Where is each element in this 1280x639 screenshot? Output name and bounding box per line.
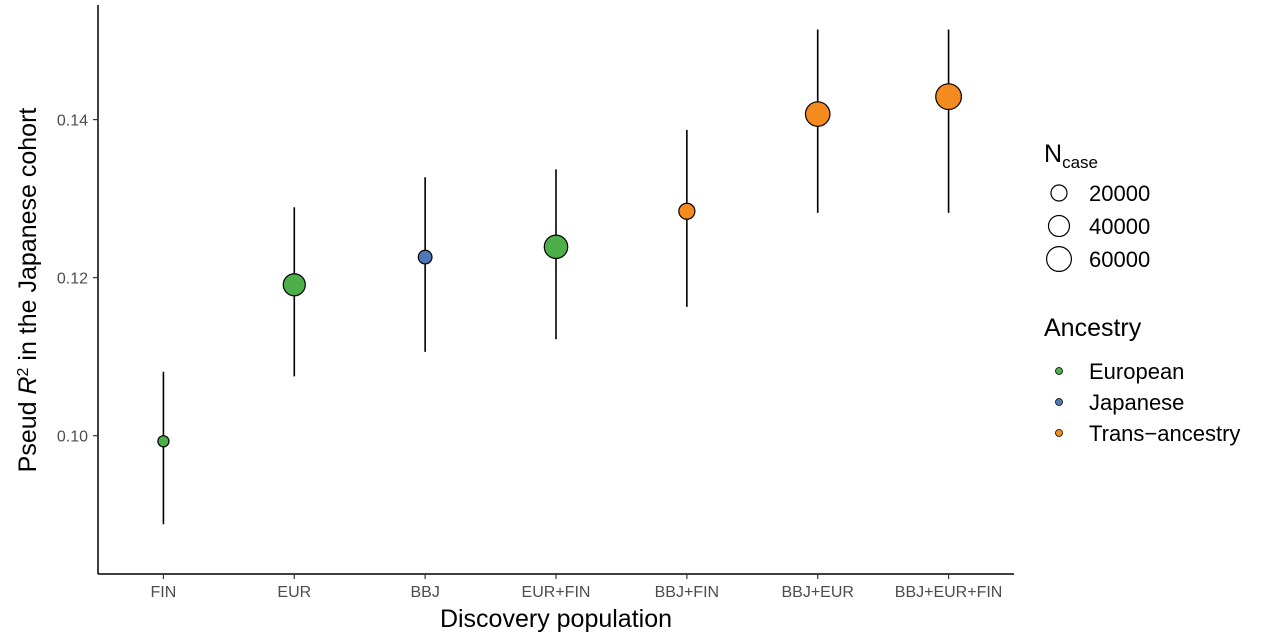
size-legend-key [1045, 245, 1073, 273]
x-tick-label: FIN [151, 584, 177, 601]
size-legend-title: Ncase [1044, 140, 1098, 172]
size-legend-key [1047, 214, 1071, 238]
y-tick-label: 0.14 [57, 113, 88, 130]
color-legend-label: Trans−ancestry [1089, 421, 1240, 446]
color-legend: Ancestry European Japanese Trans−ancestry [1044, 314, 1240, 446]
size-legend-key [1050, 184, 1068, 202]
color-legend-key [1055, 429, 1063, 437]
error-bars [162, 29, 950, 525]
size-legend: Ncase 20000 40000 60000 [1044, 140, 1150, 273]
x-axis-title: Discovery population [440, 605, 672, 633]
data-point [157, 435, 170, 448]
data-point [417, 249, 433, 265]
color-legend-title: Ancestry [1044, 314, 1142, 342]
data-point [543, 234, 569, 260]
x-tick-label: BBJ [410, 584, 439, 601]
size-legend-label: 20000 [1089, 181, 1150, 206]
y-tick-label: 0.12 [57, 271, 88, 288]
y-ticks: 0.10 0.12 0.14 [57, 113, 98, 446]
color-legend-key [1055, 398, 1063, 406]
data-point [678, 202, 696, 220]
color-legend-key [1055, 367, 1063, 375]
x-tick-label: BBJ+EUR [781, 584, 853, 601]
x-tick-label: BBJ+EUR+FIN [895, 584, 1003, 601]
data-point [804, 101, 831, 127]
x-tick-label: EUR [277, 584, 311, 601]
x-ticks: FIN EUR BBJ EUR+FIN BBJ+FIN BBJ+EUR BBJ+EUR+FI… [151, 574, 1003, 601]
data-point [935, 83, 963, 111]
y-tick-label: 0.10 [57, 429, 88, 446]
x-tick-label: EUR+FIN [522, 584, 591, 601]
size-legend-label: 40000 [1089, 214, 1150, 239]
x-tick-label: BBJ+FIN [655, 584, 719, 601]
color-legend-label: Japanese [1089, 390, 1184, 415]
data-point [282, 273, 306, 297]
size-legend-label: 60000 [1089, 247, 1150, 272]
color-legend-label: European [1089, 359, 1184, 384]
data-points [157, 83, 963, 448]
y-axis-title: Pseud R2 in the Japanese cohort [14, 108, 42, 473]
